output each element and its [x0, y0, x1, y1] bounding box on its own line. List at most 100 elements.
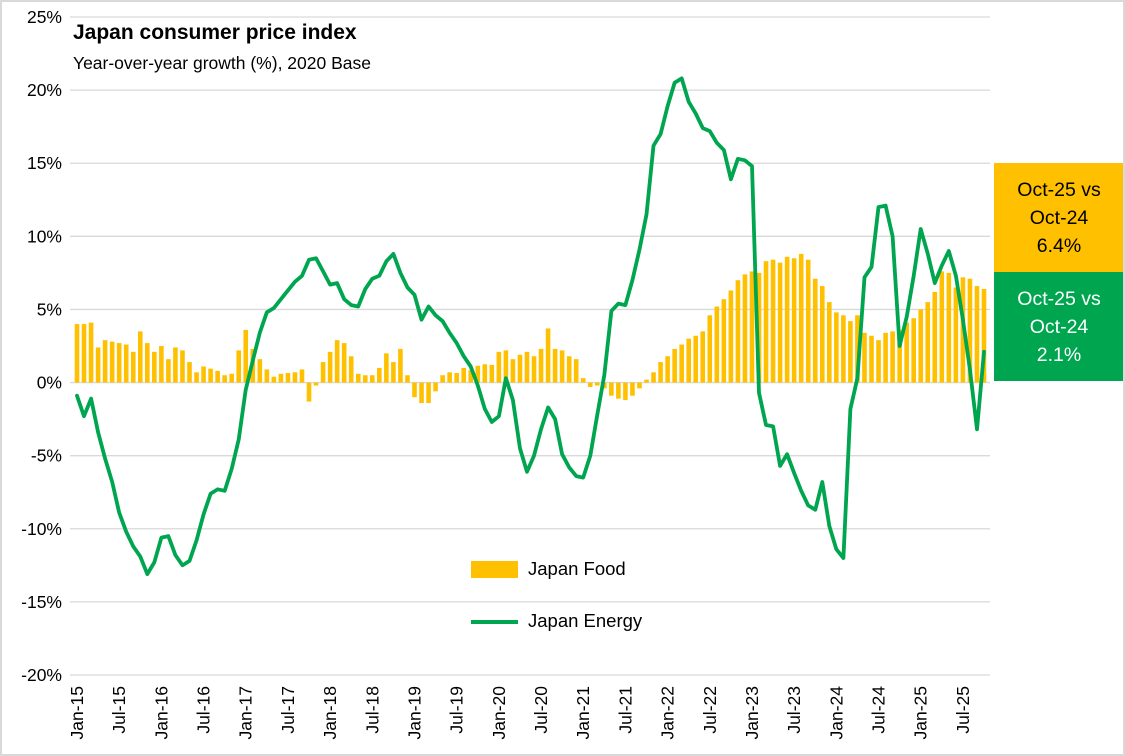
food-bar — [918, 309, 924, 383]
food-bar — [306, 382, 312, 402]
food-bar — [116, 343, 122, 383]
food-bar — [869, 335, 874, 383]
food-bar — [538, 348, 544, 383]
food-bar — [320, 362, 326, 383]
food-bar — [953, 287, 959, 383]
y-axis-tick-label: -5% — [31, 446, 62, 466]
food-bar — [932, 291, 938, 383]
food-bar — [721, 299, 727, 383]
food-bar — [559, 350, 565, 383]
food-bar — [890, 331, 895, 383]
callout-line: Oct-25 vs — [1017, 178, 1101, 201]
food-bar — [545, 328, 551, 383]
food-bar — [876, 340, 881, 383]
food-bar — [587, 382, 593, 387]
food-bar — [974, 286, 980, 383]
x-axis-tick-label: Jul-22 — [700, 686, 720, 734]
food-bar — [777, 262, 783, 383]
x-axis-tick-label: Jan-23 — [742, 686, 762, 740]
food-bar — [74, 324, 80, 383]
food-bar — [377, 367, 382, 383]
x-axis-tick-label: Jul-21 — [615, 686, 635, 734]
food-bar — [763, 261, 769, 383]
y-axis-tick-label: 0% — [37, 373, 62, 393]
food-bar — [862, 332, 867, 383]
food-bar — [152, 351, 157, 383]
y-axis-tick-label: -15% — [21, 592, 62, 612]
food-bar — [594, 382, 600, 386]
x-axis-tick-label: Jul-18 — [362, 686, 382, 734]
food-bar — [848, 321, 853, 383]
food-bar — [95, 347, 101, 383]
food-bar — [405, 375, 410, 383]
x-axis-tick-label: Jul-19 — [447, 686, 467, 734]
food-bar — [770, 259, 776, 383]
food-bar — [292, 372, 298, 383]
food-bar — [651, 372, 656, 383]
legend-label-energy: Japan Energy — [528, 610, 643, 631]
chart-subtitle: Year-over-year growth (%), 2020 Base — [73, 53, 371, 73]
y-axis-tick-label: -10% — [21, 519, 62, 539]
x-axis-tick-label: Jan-21 — [573, 686, 593, 740]
food-bar — [468, 370, 474, 383]
food-bar — [672, 348, 677, 383]
food-bar — [531, 356, 537, 383]
food-bar — [805, 259, 811, 383]
x-axis-tick-label: Jan-20 — [489, 686, 509, 740]
food-bar — [285, 373, 291, 383]
food-bar — [496, 351, 502, 383]
food-bar — [700, 331, 706, 383]
y-axis-tick-label: 20% — [27, 80, 62, 100]
food-bar — [735, 280, 741, 383]
food-bar — [81, 324, 87, 383]
food-bar — [946, 272, 952, 383]
food-bar — [433, 382, 438, 392]
energy-line-swatch-icon — [471, 619, 518, 624]
food-bar — [904, 322, 909, 383]
food-bar — [384, 353, 389, 383]
food-bar — [679, 344, 684, 383]
x-axis-tick-label: Jul-20 — [531, 686, 551, 734]
food-bar — [102, 340, 108, 383]
legend-item-japan-energy: Japan Energy — [471, 610, 642, 632]
food-bar — [271, 376, 277, 383]
food-bar — [580, 378, 586, 383]
x-axis-tick-label: Jul-24 — [869, 686, 889, 734]
food-bar — [967, 278, 973, 383]
x-axis-tick-label: Jan-25 — [911, 686, 931, 740]
food-bar — [355, 373, 361, 383]
food-bar — [440, 375, 445, 383]
food-bar — [362, 375, 368, 383]
food-bar — [749, 271, 755, 383]
food-bar — [426, 382, 431, 404]
food-bar — [841, 315, 846, 383]
x-axis-tick-label: Jan-19 — [405, 686, 425, 740]
x-axis-tick-label: Jul-25 — [953, 686, 973, 734]
food-bar — [855, 315, 860, 383]
food-bar — [419, 382, 424, 404]
food-bar — [644, 379, 649, 383]
y-axis-tick-label: 15% — [27, 153, 62, 173]
food-bar — [475, 365, 481, 383]
x-axis-tick-label: Jan-24 — [826, 686, 846, 740]
food-bar — [707, 315, 713, 383]
food-bar — [194, 372, 199, 383]
food-bar — [341, 343, 347, 383]
food-bar — [693, 335, 699, 383]
food-bar — [327, 351, 333, 383]
food-bar — [461, 367, 467, 383]
y-axis-tick-label: 25% — [27, 7, 62, 27]
food-bar — [798, 253, 804, 383]
food-bar — [236, 350, 242, 383]
x-axis-tick-label: Jul-17 — [278, 686, 298, 734]
food-bar — [911, 318, 916, 383]
food-bar — [981, 288, 987, 383]
food-bar — [623, 382, 628, 401]
food-bar — [173, 347, 178, 383]
food-bar — [791, 258, 797, 383]
food-bar — [215, 370, 220, 383]
food-bar — [130, 351, 136, 383]
food-bar — [714, 306, 720, 383]
y-axis-tick-label: 10% — [27, 226, 62, 246]
